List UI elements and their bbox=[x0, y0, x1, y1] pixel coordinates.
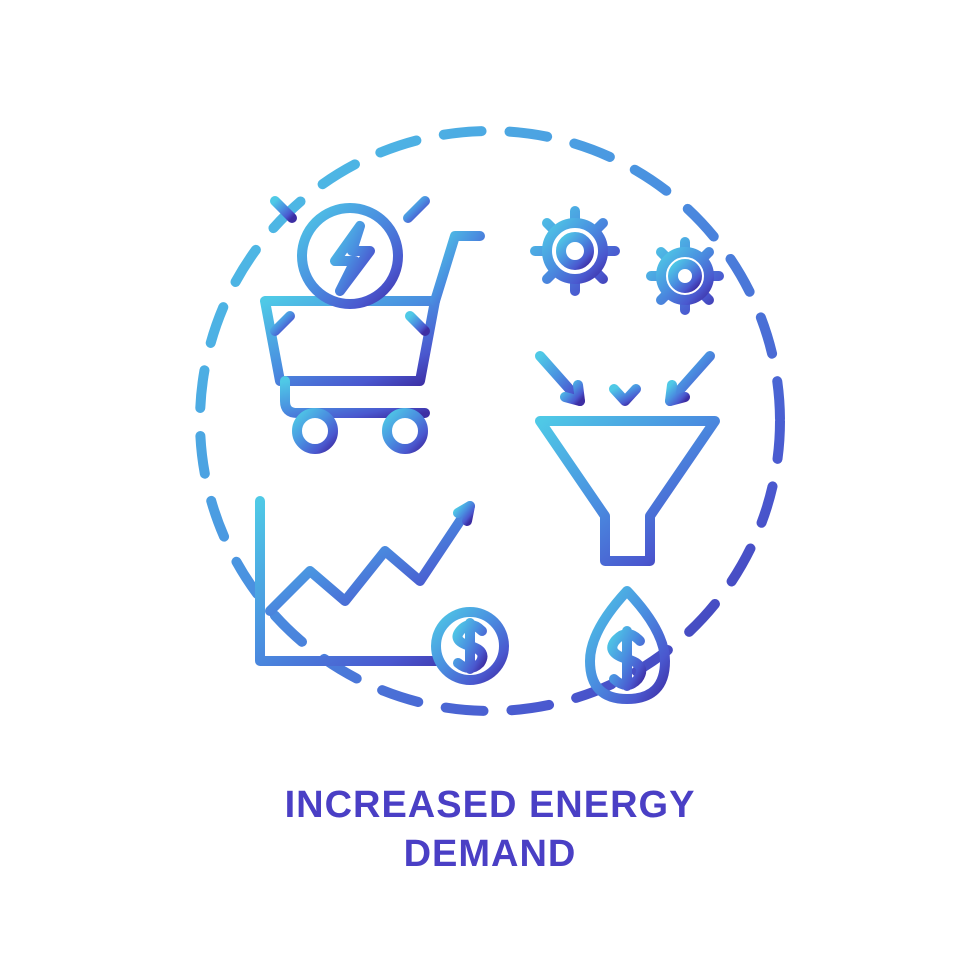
arrows-down-icon bbox=[540, 341, 710, 401]
gear-icon bbox=[535, 211, 719, 310]
energy-demand-icon bbox=[170, 101, 810, 741]
dollar-badge-icon bbox=[436, 612, 504, 680]
funnel-icon bbox=[540, 421, 715, 561]
lightning-bolt-icon bbox=[302, 208, 398, 304]
dollar-drop-icon bbox=[590, 591, 665, 699]
caption-line-2: DEMAND bbox=[285, 830, 696, 879]
caption-line-1: INCREASED ENERGY bbox=[285, 781, 696, 830]
infographic-wrap: INCREASED ENERGY DEMAND bbox=[0, 0, 980, 980]
caption-label: INCREASED ENERGY DEMAND bbox=[285, 781, 696, 880]
